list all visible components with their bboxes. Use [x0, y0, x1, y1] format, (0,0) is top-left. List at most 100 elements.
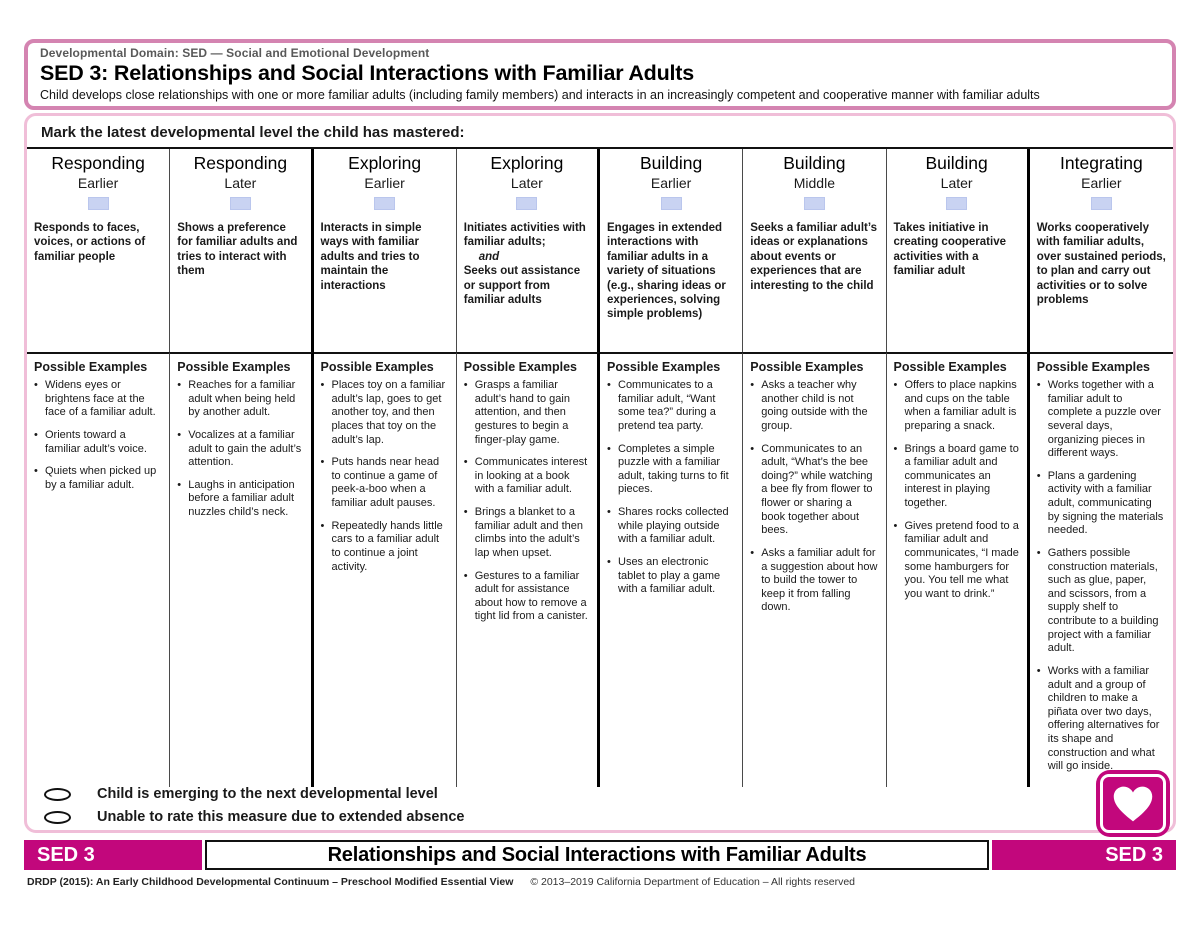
level-checkbox-exploring-earlier[interactable]: [374, 197, 396, 210]
example-text: Widens eyes or brightens face at the fac…: [45, 379, 156, 419]
unable-option-label: Unable to rate this measure due to exten…: [97, 809, 465, 825]
level-name: Exploring: [348, 153, 422, 173]
level-descriptor-exploring-later: Initiates activities with familiar adult…: [457, 215, 600, 352]
instruction-text: Mark the latest developmental level the …: [41, 124, 465, 141]
bullet-icon: •: [750, 442, 755, 455]
example-item: • Brings a blanket to a familiar adult an…: [464, 506, 590, 561]
option-row-unable: Unable to rate this measure due to exten…: [44, 809, 1173, 825]
measure-description: Child develops close relationships with …: [40, 88, 1040, 102]
level-descriptor-responding-earlier: Responds to faces, voices, or actions of…: [27, 215, 171, 352]
example-item: • Gives pretend food to a familiar adult …: [894, 520, 1020, 602]
measure-band: SED 3 Relationships and Social Interacti…: [24, 840, 1176, 870]
level-name: Responding: [51, 153, 145, 173]
example-text: Vocalizes at a familiar adult to gain th…: [188, 428, 302, 469]
level-descriptor-integrating-earlier: Works cooperatively with familiar adults…: [1036, 222, 1166, 306]
example-item: • Shares rocks collected while playing ou…: [607, 506, 735, 547]
level-examples-responding-later: Possible Examples • Reaches for a familiar…: [170, 352, 314, 787]
example-item: • Communicates interest in looking at a b…: [464, 456, 590, 497]
copyright-view: Preschool Modified Essential View: [340, 876, 514, 888]
bullet-icon: •: [463, 456, 468, 469]
bullet-icon: •: [607, 442, 611, 455]
level-name: Responding: [193, 153, 288, 173]
examples-heading: Possible Examples: [463, 360, 578, 374]
example-text: Reaches for a familiar adult when being …: [188, 379, 296, 419]
examples-list: • Reaches for a familiar adult when being…: [177, 379, 303, 520]
example-text: Communicates to a familiar adult, “Want …: [618, 379, 716, 432]
example-text: Gathers possible construction materials,…: [1047, 546, 1159, 655]
rubric-panel: Mark the latest developmental level the …: [24, 113, 1176, 833]
level-checkbox-building-earlier[interactable]: [660, 197, 682, 210]
level-header-building-earlier: Building Earlier: [600, 149, 744, 215]
level-checkbox-building-later[interactable]: [946, 197, 968, 210]
measure-code-right: SED 3: [992, 840, 1176, 870]
bullet-icon: •: [1036, 546, 1041, 559]
level-sublevel: Later: [510, 175, 543, 191]
descriptor-conjunction: and: [478, 250, 500, 263]
levels-grid: Responding Earlier Responds to faces, voic…: [27, 147, 1173, 787]
level-name: Building: [925, 153, 988, 173]
level-sublevel: Earlier: [1081, 175, 1122, 191]
examples-heading: Possible Examples: [750, 360, 864, 374]
example-item: • Quiets when picked up by a familiar adu…: [34, 465, 162, 492]
emerging-oval-checkbox[interactable]: [44, 787, 71, 801]
example-item: • Communicates to an adult, “What’s the b…: [750, 443, 878, 538]
level-sublevel: Earlier: [77, 175, 119, 191]
level-examples-exploring-later: Possible Examples • Grasps a familiar adul…: [456, 352, 600, 787]
example-item: • Gathers possible construction materials…: [1037, 547, 1166, 656]
sed-domain-badge: [1096, 770, 1170, 837]
example-item: • Plans a gardening activity with a famil…: [1037, 470, 1166, 538]
example-text: Quiets when picked up by a familiar adul…: [45, 465, 157, 491]
example-text: Asks a familiar adult for a suggestion a…: [761, 546, 878, 614]
level-checkbox-building-middle[interactable]: [803, 197, 825, 210]
level-examples-building-middle: Possible Examples • Asks a teacher why ano…: [743, 352, 887, 787]
level-name: Building: [639, 153, 703, 173]
example-item: • Brings a board game to a familiar adult…: [894, 443, 1020, 511]
level-header-exploring-later: Exploring Later: [457, 149, 600, 215]
copyright-line: DRDP (2015): An Early Childhood Developm…: [27, 876, 855, 888]
bullet-icon: •: [893, 442, 898, 455]
example-item: • Vocalizes at a familiar adult to gain t…: [177, 429, 303, 470]
bullet-icon: •: [750, 546, 755, 559]
level-header-responding-later: Responding Later: [170, 149, 314, 215]
example-text: Works with a familiar adult and a group …: [1047, 664, 1160, 773]
bullet-icon: •: [607, 555, 611, 568]
descriptor-second: Seeks out assistance or support from fam…: [463, 265, 581, 306]
examples-list: • Offers to place napkins and cups on the…: [894, 379, 1020, 601]
example-text: Asks a teacher why another child is not …: [761, 379, 868, 432]
example-item: • Gestures to a familiar adult for assist…: [464, 570, 590, 625]
level-examples-integrating-earlier: Possible Examples • Works together with a …: [1029, 352, 1173, 787]
bullet-icon: •: [463, 569, 468, 582]
example-text: Gestures to a familiar adult for assista…: [474, 569, 588, 623]
example-item: • Grasps a familiar adult’s hand to gain …: [464, 379, 590, 447]
example-text: Offers to place napkins and cups on the …: [904, 379, 1017, 432]
level-checkbox-responding-later[interactable]: [229, 197, 251, 210]
example-text: Brings a board game to a familiar adult …: [904, 442, 1019, 510]
examples-list: • Asks a teacher why another child is not…: [750, 379, 878, 615]
copyright-rights: © 2013–2019 California Department of Edu…: [530, 876, 856, 888]
level-checkbox-responding-earlier[interactable]: [87, 197, 109, 210]
examples-heading: Possible Examples: [893, 360, 1007, 374]
example-item: • Reaches for a familiar adult when being…: [177, 379, 303, 420]
level-examples-building-earlier: Possible Examples • Communicates to a fami…: [600, 352, 744, 787]
level-name: Building: [783, 153, 846, 173]
level-header-building-later: Building Later: [887, 149, 1030, 215]
example-text: Gives pretend food to a familiar adult a…: [904, 519, 1019, 600]
example-item: • Puts hands near head to continue a game…: [321, 456, 449, 511]
example-item: • Places toy on a familiar adult’s lap, g…: [321, 379, 449, 447]
level-checkbox-integrating-earlier[interactable]: [1090, 197, 1112, 210]
level-examples-responding-earlier: Possible Examples • Widens eyes or brighte…: [27, 352, 171, 787]
example-text: Works together with a familiar adult to …: [1047, 379, 1161, 460]
descriptor-first: Initiates activities with familiar adult…: [463, 222, 586, 249]
example-text: Communicates to an adult, “What’s the be…: [761, 442, 873, 537]
level-sublevel: Middle: [793, 175, 835, 191]
example-text: Orients toward a familiar adult’s voice.: [45, 428, 147, 455]
example-item: • Laughs in anticipation before a familia…: [177, 479, 303, 520]
bullet-icon: •: [320, 456, 325, 469]
measure-header-panel: Developmental Domain: SED — Social and E…: [24, 39, 1176, 110]
level-checkbox-exploring-later[interactable]: [516, 197, 538, 210]
level-descriptor-responding-later: Shows a preference for familiar adults a…: [170, 215, 314, 352]
examples-heading: Possible Examples: [607, 360, 721, 374]
examples-heading: Possible Examples: [177, 360, 291, 374]
examples-list: • Communicates to a familiar adult, “Want…: [607, 379, 735, 597]
unable-oval-checkbox[interactable]: [44, 810, 71, 824]
